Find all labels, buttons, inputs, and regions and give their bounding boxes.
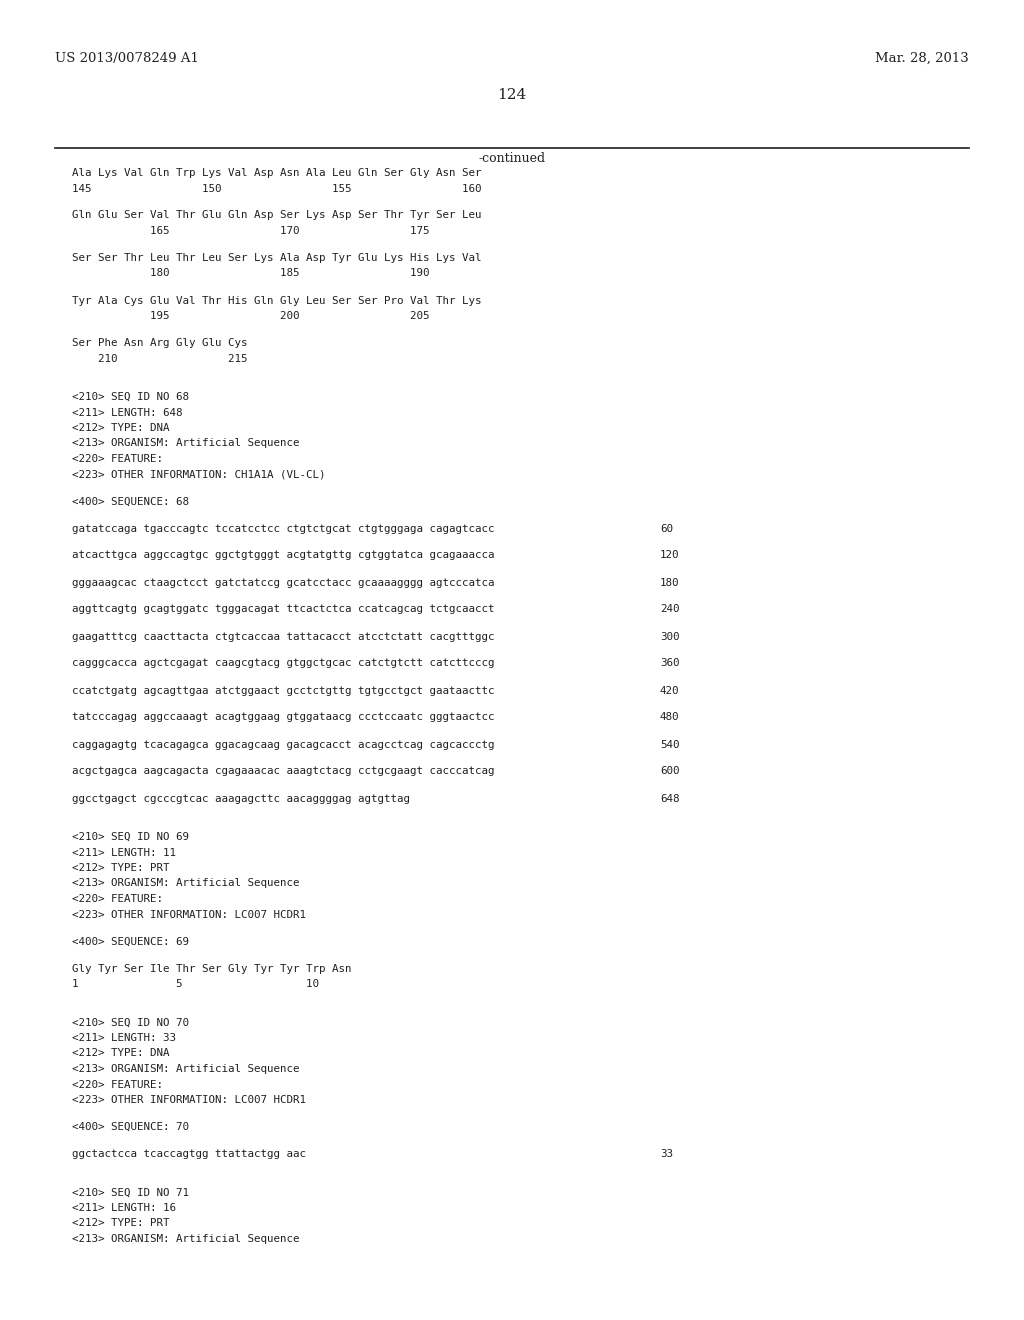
Text: Ser Ser Thr Leu Thr Leu Ser Lys Ala Asp Tyr Glu Lys His Lys Val: Ser Ser Thr Leu Thr Leu Ser Lys Ala Asp …: [72, 253, 481, 263]
Text: tatcccagag aggccaaagt acagtggaag gtggataacg ccctccaatc gggtaactcc: tatcccagag aggccaaagt acagtggaag gtggata…: [72, 713, 495, 722]
Text: <210> SEQ ID NO 70: <210> SEQ ID NO 70: [72, 1018, 189, 1027]
Text: 240: 240: [660, 605, 680, 615]
Text: <212> TYPE: PRT: <212> TYPE: PRT: [72, 863, 170, 873]
Text: Tyr Ala Cys Glu Val Thr His Gln Gly Leu Ser Ser Pro Val Thr Lys: Tyr Ala Cys Glu Val Thr His Gln Gly Leu …: [72, 296, 481, 305]
Text: <211> LENGTH: 11: <211> LENGTH: 11: [72, 847, 176, 858]
Text: <400> SEQUENCE: 69: <400> SEQUENCE: 69: [72, 936, 189, 946]
Text: ggcctgagct cgcccgtcac aaagagcttc aacaggggag agtgttag: ggcctgagct cgcccgtcac aaagagcttc aacaggg…: [72, 793, 410, 804]
Text: 360: 360: [660, 659, 680, 668]
Text: <213> ORGANISM: Artificial Sequence: <213> ORGANISM: Artificial Sequence: [72, 879, 299, 888]
Text: 420: 420: [660, 685, 680, 696]
Text: gaagatttcg caacttacta ctgtcaccaa tattacacct atcctctatt cacgtttggc: gaagatttcg caacttacta ctgtcaccaa tattaca…: [72, 631, 495, 642]
Text: -continued: -continued: [478, 152, 546, 165]
Text: ggctactcca tcaccagtgg ttattactgg aac: ggctactcca tcaccagtgg ttattactgg aac: [72, 1148, 306, 1159]
Text: ccatctgatg agcagttgaa atctggaact gcctctgttg tgtgcctgct gaataacttc: ccatctgatg agcagttgaa atctggaact gcctctg…: [72, 685, 495, 696]
Text: Mar. 28, 2013: Mar. 28, 2013: [876, 51, 969, 65]
Text: <400> SEQUENCE: 70: <400> SEQUENCE: 70: [72, 1122, 189, 1133]
Text: <212> TYPE: DNA: <212> TYPE: DNA: [72, 422, 170, 433]
Text: 120: 120: [660, 550, 680, 561]
Text: <220> FEATURE:: <220> FEATURE:: [72, 894, 163, 904]
Text: cagggcacca agctcgagat caagcgtacg gtggctgcac catctgtctt catcttcccg: cagggcacca agctcgagat caagcgtacg gtggctg…: [72, 659, 495, 668]
Text: <213> ORGANISM: Artificial Sequence: <213> ORGANISM: Artificial Sequence: [72, 1234, 299, 1243]
Text: <223> OTHER INFORMATION: LC007 HCDR1: <223> OTHER INFORMATION: LC007 HCDR1: [72, 1096, 306, 1105]
Text: <212> TYPE: DNA: <212> TYPE: DNA: [72, 1048, 170, 1059]
Text: <400> SEQUENCE: 68: <400> SEQUENCE: 68: [72, 496, 189, 507]
Text: aggttcagtg gcagtggatc tgggacagat ttcactctca ccatcagcag tctgcaacct: aggttcagtg gcagtggatc tgggacagat ttcactc…: [72, 605, 495, 615]
Text: US 2013/0078249 A1: US 2013/0078249 A1: [55, 51, 199, 65]
Text: 540: 540: [660, 739, 680, 750]
Text: 648: 648: [660, 793, 680, 804]
Text: <223> OTHER INFORMATION: LC007 HCDR1: <223> OTHER INFORMATION: LC007 HCDR1: [72, 909, 306, 920]
Text: 480: 480: [660, 713, 680, 722]
Text: <211> LENGTH: 648: <211> LENGTH: 648: [72, 408, 182, 417]
Text: Ala Lys Val Gln Trp Lys Val Asp Asn Ala Leu Gln Ser Gly Asn Ser: Ala Lys Val Gln Trp Lys Val Asp Asn Ala …: [72, 168, 481, 178]
Text: gatatccaga tgacccagtc tccatcctcc ctgtctgcat ctgtgggaga cagagtcacc: gatatccaga tgacccagtc tccatcctcc ctgtctg…: [72, 524, 495, 533]
Text: 180                 185                 190: 180 185 190: [72, 268, 429, 279]
Text: 145                 150                 155                 160: 145 150 155 160: [72, 183, 481, 194]
Text: 124: 124: [498, 88, 526, 102]
Text: 300: 300: [660, 631, 680, 642]
Text: 165                 170                 175: 165 170 175: [72, 226, 429, 236]
Text: <220> FEATURE:: <220> FEATURE:: [72, 1080, 163, 1089]
Text: Ser Phe Asn Arg Gly Glu Cys: Ser Phe Asn Arg Gly Glu Cys: [72, 338, 248, 348]
Text: acgctgagca aagcagacta cgagaaacac aaagtctacg cctgcgaagt cacccatcag: acgctgagca aagcagacta cgagaaacac aaagtct…: [72, 767, 495, 776]
Text: <212> TYPE: PRT: <212> TYPE: PRT: [72, 1218, 170, 1229]
Text: 1               5                   10: 1 5 10: [72, 979, 319, 989]
Text: 60: 60: [660, 524, 673, 533]
Text: 210                 215: 210 215: [72, 354, 248, 363]
Text: caggagagtg tcacagagca ggacagcaag gacagcacct acagcctcag cagcaccctg: caggagagtg tcacagagca ggacagcaag gacagca…: [72, 739, 495, 750]
Text: 180: 180: [660, 578, 680, 587]
Text: <210> SEQ ID NO 68: <210> SEQ ID NO 68: [72, 392, 189, 403]
Text: <220> FEATURE:: <220> FEATURE:: [72, 454, 163, 465]
Text: 600: 600: [660, 767, 680, 776]
Text: <210> SEQ ID NO 71: <210> SEQ ID NO 71: [72, 1188, 189, 1197]
Text: <213> ORGANISM: Artificial Sequence: <213> ORGANISM: Artificial Sequence: [72, 1064, 299, 1074]
Text: <210> SEQ ID NO 69: <210> SEQ ID NO 69: [72, 832, 189, 842]
Text: atcacttgca aggccagtgc ggctgtgggt acgtatgttg cgtggtatca gcagaaacca: atcacttgca aggccagtgc ggctgtgggt acgtatg…: [72, 550, 495, 561]
Text: <211> LENGTH: 33: <211> LENGTH: 33: [72, 1034, 176, 1043]
Text: 195                 200                 205: 195 200 205: [72, 312, 429, 321]
Text: 33: 33: [660, 1148, 673, 1159]
Text: <213> ORGANISM: Artificial Sequence: <213> ORGANISM: Artificial Sequence: [72, 438, 299, 449]
Text: Gly Tyr Ser Ile Thr Ser Gly Tyr Tyr Trp Asn: Gly Tyr Ser Ile Thr Ser Gly Tyr Tyr Trp …: [72, 964, 351, 974]
Text: Gln Glu Ser Val Thr Glu Gln Asp Ser Lys Asp Ser Thr Tyr Ser Leu: Gln Glu Ser Val Thr Glu Gln Asp Ser Lys …: [72, 210, 481, 220]
Text: <211> LENGTH: 16: <211> LENGTH: 16: [72, 1203, 176, 1213]
Text: <223> OTHER INFORMATION: CH1A1A (VL-CL): <223> OTHER INFORMATION: CH1A1A (VL-CL): [72, 470, 326, 479]
Text: gggaaagcac ctaagctcct gatctatccg gcatcctacc gcaaaagggg agtcccatca: gggaaagcac ctaagctcct gatctatccg gcatcct…: [72, 578, 495, 587]
